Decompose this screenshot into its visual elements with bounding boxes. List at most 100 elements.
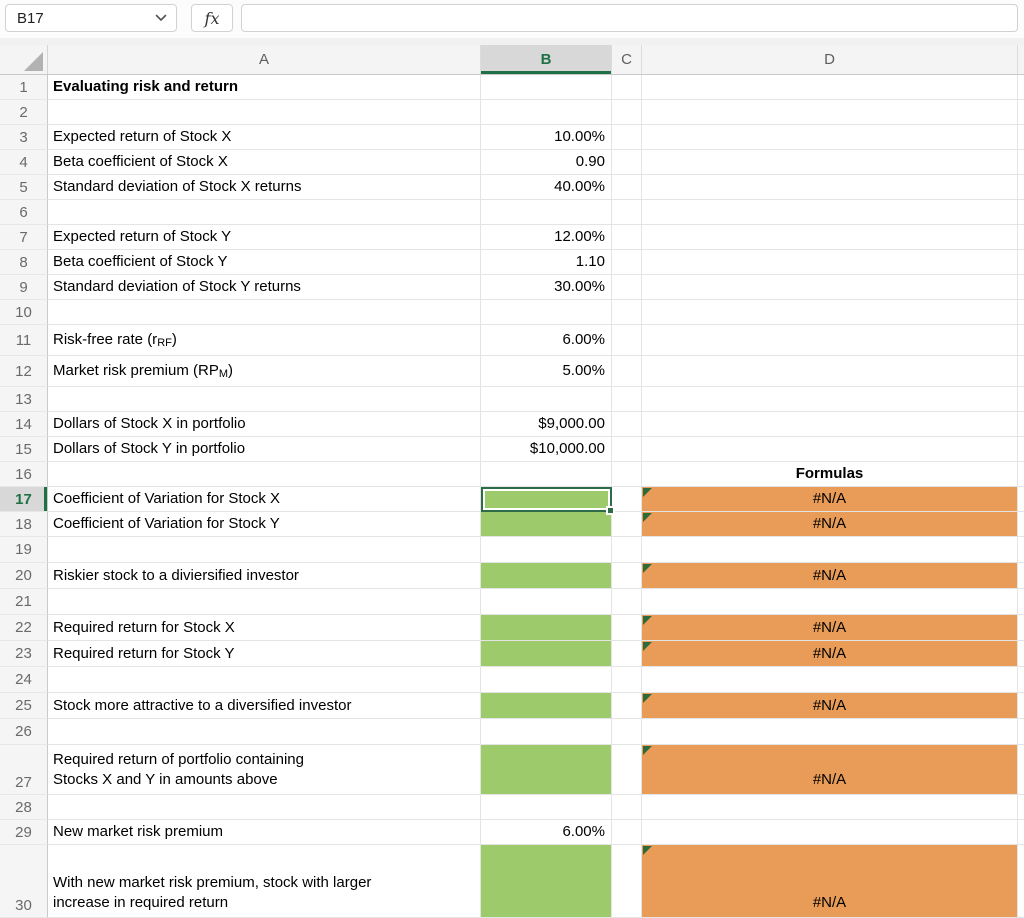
cell-c11[interactable] xyxy=(612,325,642,356)
cell-a15[interactable]: Dollars of Stock Y in portfolio xyxy=(48,437,481,462)
cell-c3[interactable] xyxy=(612,125,642,150)
cell-e25[interactable] xyxy=(1018,693,1024,719)
row-header-3[interactable]: 3 xyxy=(0,125,48,150)
cell-a5[interactable]: Standard deviation of Stock X returns xyxy=(48,175,481,200)
cell-e27[interactable] xyxy=(1018,745,1024,795)
cell-e13[interactable] xyxy=(1018,387,1024,412)
column-header-c[interactable]: C xyxy=(612,45,642,74)
cell-e23[interactable] xyxy=(1018,641,1024,667)
cell-b13[interactable] xyxy=(481,387,612,412)
cell-b24[interactable] xyxy=(481,667,612,693)
row-header-1[interactable]: 1 xyxy=(0,75,48,100)
cell-a30[interactable]: With new market risk premium, stock with… xyxy=(48,845,481,918)
column-header-a[interactable]: A xyxy=(48,45,481,74)
row-header-24[interactable]: 24 xyxy=(0,667,48,693)
cell-a14[interactable]: Dollars of Stock X in portfolio xyxy=(48,412,481,437)
cell-d17[interactable]: #N/A xyxy=(642,487,1018,512)
cell-b14[interactable]: $9,000.00 xyxy=(481,412,612,437)
row-header-25[interactable]: 25 xyxy=(0,693,48,719)
cell-a2[interactable] xyxy=(48,100,481,125)
cell-d8[interactable] xyxy=(642,250,1018,275)
cell-a8[interactable]: Beta coefficient of Stock Y xyxy=(48,250,481,275)
cell-b23[interactable] xyxy=(481,641,612,667)
cell-e15[interactable] xyxy=(1018,437,1024,462)
cell-c21[interactable] xyxy=(612,589,642,615)
cell-e26[interactable] xyxy=(1018,719,1024,745)
cell-a9[interactable]: Standard deviation of Stock Y returns xyxy=(48,275,481,300)
cell-c5[interactable] xyxy=(612,175,642,200)
cell-d4[interactable] xyxy=(642,150,1018,175)
row-header-27[interactable]: 27 xyxy=(0,745,48,795)
cell-b30[interactable] xyxy=(481,845,612,918)
cell-c17[interactable] xyxy=(612,487,642,512)
cell-c10[interactable] xyxy=(612,300,642,325)
cell-d22[interactable]: #N/A xyxy=(642,615,1018,641)
cell-e7[interactable] xyxy=(1018,225,1024,250)
cell-b10[interactable] xyxy=(481,300,612,325)
cell-d3[interactable] xyxy=(642,125,1018,150)
cell-b22[interactable] xyxy=(481,615,612,641)
cell-a11[interactable]: Risk-free rate (r RF) xyxy=(48,325,481,356)
cell-b1[interactable] xyxy=(481,75,612,100)
cell-c14[interactable] xyxy=(612,412,642,437)
cell-a25[interactable]: Stock more attractive to a diversified i… xyxy=(48,693,481,719)
row-header-17[interactable]: 17 xyxy=(0,487,48,512)
cell-a22[interactable]: Required return for Stock X xyxy=(48,615,481,641)
cell-b12[interactable]: 5.00% xyxy=(481,356,612,387)
row-header-18[interactable]: 18 xyxy=(0,512,48,537)
cell-a26[interactable] xyxy=(48,719,481,745)
cell-b8[interactable]: 1.10 xyxy=(481,250,612,275)
column-header-d[interactable]: D xyxy=(642,45,1018,74)
cell-c4[interactable] xyxy=(612,150,642,175)
cell-e2[interactable] xyxy=(1018,100,1024,125)
cell-a19[interactable] xyxy=(48,537,481,563)
cell-b9[interactable]: 30.00% xyxy=(481,275,612,300)
cell-b28[interactable] xyxy=(481,795,612,820)
cell-a7[interactable]: Expected return of Stock Y xyxy=(48,225,481,250)
cell-a21[interactable] xyxy=(48,589,481,615)
cell-d2[interactable] xyxy=(642,100,1018,125)
cell-c22[interactable] xyxy=(612,615,642,641)
row-header-13[interactable]: 13 xyxy=(0,387,48,412)
cell-d14[interactable] xyxy=(642,412,1018,437)
cell-d23[interactable]: #N/A xyxy=(642,641,1018,667)
cell-d1[interactable] xyxy=(642,75,1018,100)
cell-c16[interactable] xyxy=(612,462,642,487)
cell-e14[interactable] xyxy=(1018,412,1024,437)
cell-d18[interactable]: #N/A xyxy=(642,512,1018,537)
cell-e20[interactable] xyxy=(1018,563,1024,589)
fx-button[interactable]: fx xyxy=(191,4,233,32)
row-header-16[interactable]: 16 xyxy=(0,462,48,487)
name-box[interactable]: B17 xyxy=(5,4,177,32)
cell-e28[interactable] xyxy=(1018,795,1024,820)
cell-a12[interactable]: Market risk premium (RP M) xyxy=(48,356,481,387)
cell-d11[interactable] xyxy=(642,325,1018,356)
row-header-19[interactable]: 19 xyxy=(0,537,48,563)
cell-b11[interactable]: 6.00% xyxy=(481,325,612,356)
row-header-4[interactable]: 4 xyxy=(0,150,48,175)
cell-d7[interactable] xyxy=(642,225,1018,250)
cell-e5[interactable] xyxy=(1018,175,1024,200)
cell-d20[interactable]: #N/A xyxy=(642,563,1018,589)
cell-c27[interactable] xyxy=(612,745,642,795)
cell-c19[interactable] xyxy=(612,537,642,563)
cell-b27[interactable] xyxy=(481,745,612,795)
row-header-7[interactable]: 7 xyxy=(0,225,48,250)
cell-d12[interactable] xyxy=(642,356,1018,387)
row-header-26[interactable]: 26 xyxy=(0,719,48,745)
cell-a27[interactable]: Required return of portfolio containing S… xyxy=(48,745,481,795)
cell-d24[interactable] xyxy=(642,667,1018,693)
row-header-12[interactable]: 12 xyxy=(0,356,48,387)
cell-a13[interactable] xyxy=(48,387,481,412)
cell-c12[interactable] xyxy=(612,356,642,387)
cell-e16[interactable] xyxy=(1018,462,1024,487)
cell-b26[interactable] xyxy=(481,719,612,745)
cell-a1[interactable]: Evaluating risk and return xyxy=(48,75,481,100)
row-header-15[interactable]: 15 xyxy=(0,437,48,462)
cell-c6[interactable] xyxy=(612,200,642,225)
cell-c26[interactable] xyxy=(612,719,642,745)
row-header-29[interactable]: 29 xyxy=(0,820,48,845)
cell-d5[interactable] xyxy=(642,175,1018,200)
cell-d6[interactable] xyxy=(642,200,1018,225)
cell-c9[interactable] xyxy=(612,275,642,300)
